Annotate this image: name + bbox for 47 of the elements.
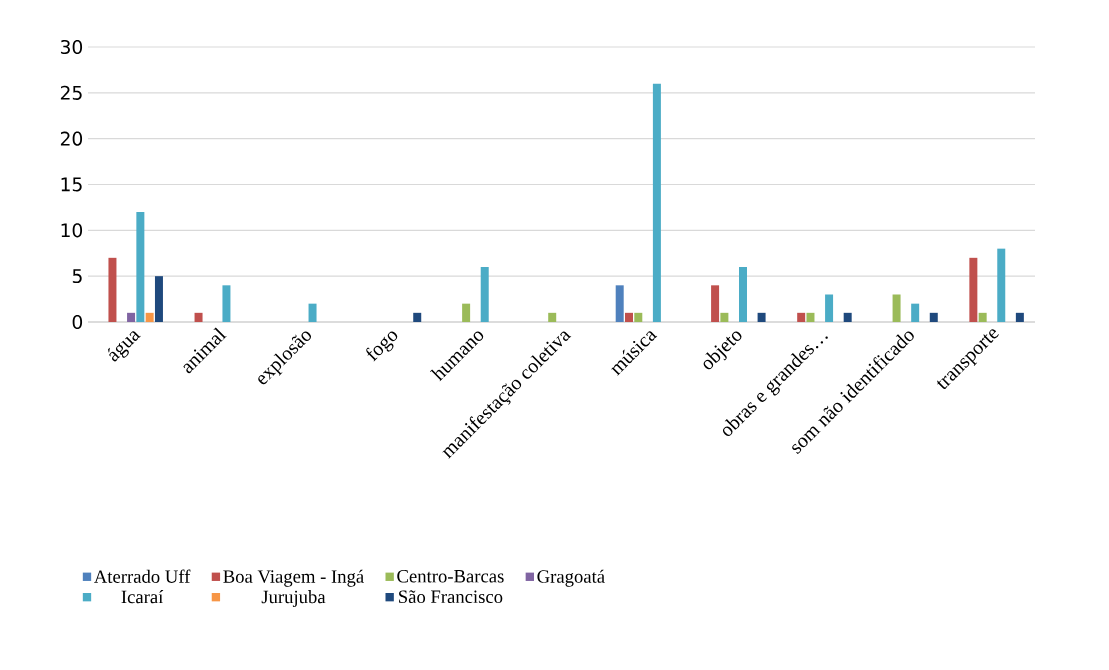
x-tick-label: fogo: [366, 331, 398, 362]
bar: [634, 312, 643, 322]
bar: [625, 312, 633, 322]
bar: [652, 83, 661, 322]
bar: [738, 266, 747, 322]
y-tick-label: 15: [61, 177, 82, 192]
bar: [615, 285, 624, 322]
bar: [797, 312, 806, 322]
bar: [978, 312, 987, 322]
legend-label: Aterrado Uff: [94, 569, 191, 583]
bar: [892, 294, 901, 322]
bar: [136, 211, 145, 322]
y-tick-label: 0: [72, 314, 83, 330]
bar: [154, 276, 163, 322]
bar: [929, 312, 938, 322]
bar: [969, 257, 978, 322]
legend-label: São Francisco: [399, 590, 503, 604]
bar: [413, 312, 422, 322]
bar: [997, 248, 1006, 322]
bar: [480, 266, 489, 322]
bar: [108, 257, 117, 322]
legend-label: Jurujuba: [261, 590, 326, 607]
legend-label: Centro-Barcas: [397, 569, 504, 583]
y-tick-label: 25: [60, 85, 82, 100]
bar: [806, 312, 815, 322]
legend-label: Icaraí: [121, 590, 164, 604]
y-tick-label: 30: [60, 39, 83, 55]
bar: [825, 294, 834, 322]
bar: [548, 312, 557, 322]
bar: [462, 303, 471, 322]
legend-label: Gragoatá: [537, 569, 605, 587]
bar: [222, 285, 231, 322]
bar: [194, 312, 203, 322]
y-tick-label: 10: [61, 223, 83, 238]
y-tick-label: 5: [72, 269, 82, 284]
bar: [145, 312, 154, 322]
bar: [127, 312, 136, 322]
legend-label: Boa Viagem - Ingá: [223, 569, 364, 587]
bar: [757, 312, 766, 322]
y-tick-label: 20: [60, 131, 83, 146]
bar: [711, 285, 720, 322]
bar: [911, 303, 920, 322]
bar: [1015, 312, 1024, 322]
bar: [843, 312, 852, 322]
bar: [720, 312, 729, 322]
bar: [308, 303, 317, 322]
x-tick-label: água: [108, 331, 141, 362]
